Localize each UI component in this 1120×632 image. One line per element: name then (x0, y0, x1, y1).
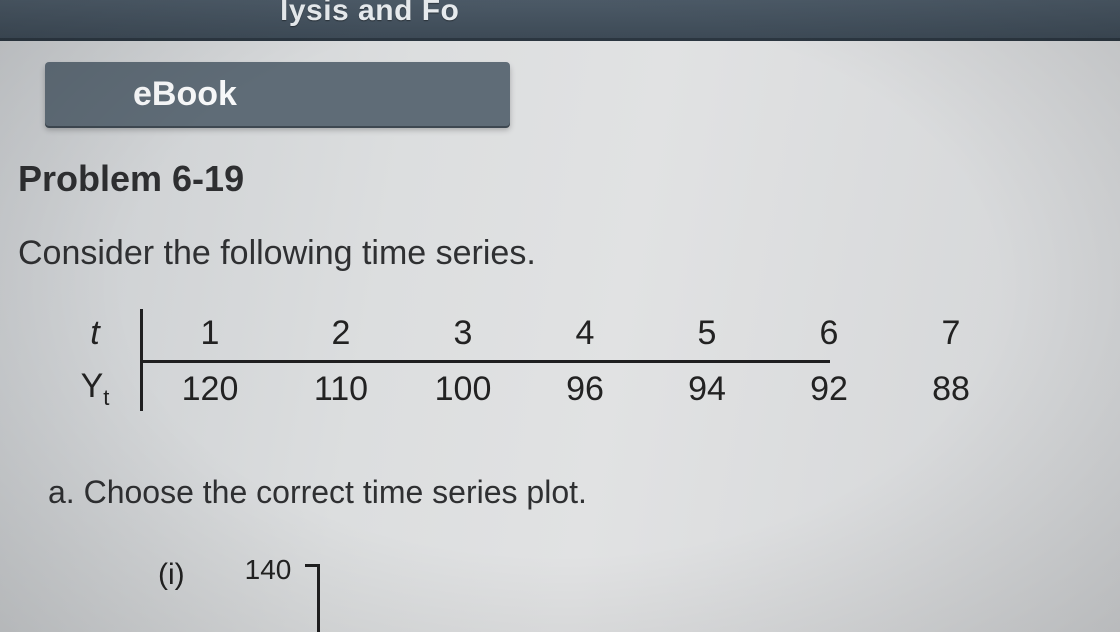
problem-heading: Problem 6-19 (18, 158, 244, 200)
header-cell: 7 (890, 314, 1012, 353)
header-cell: 2 (280, 314, 402, 353)
time-series-table: t 1 2 3 4 5 6 7 Yt 120 110 100 96 94 92 … (50, 305, 1012, 417)
data-cell: 92 (768, 370, 890, 409)
data-cell: 120 (140, 370, 280, 409)
table-header-row: t 1 2 3 4 5 6 7 (50, 305, 1012, 361)
table-data-row: Yt 120 110 100 96 94 92 88 (50, 361, 1012, 417)
instruction-text: Consider the following time series. (18, 234, 536, 273)
data-cell: 100 (402, 370, 524, 409)
plot-option[interactable]: (i) 140 (158, 558, 365, 628)
top-strip: lysis and Fo (0, 0, 1120, 41)
y-tick-label: 140 (245, 554, 292, 586)
question-a: a. Choose the correct time series plot. (48, 474, 587, 511)
ebook-button-label: eBook (45, 75, 237, 114)
data-cell: 96 (524, 370, 646, 409)
top-strip-title: lysis and Fo (280, 0, 459, 28)
header-cell: 1 (140, 314, 280, 353)
header-cell: 5 (646, 314, 768, 353)
y-tick-mark (305, 564, 317, 567)
row-label-y: Yt (50, 367, 140, 411)
data-cell: 110 (280, 370, 402, 409)
header-cell: 3 (402, 314, 524, 353)
header-cell: 6 (768, 314, 890, 353)
row-label-t: t (50, 314, 140, 353)
plot-option-label: (i) (158, 558, 185, 592)
ebook-button[interactable]: eBook (45, 62, 510, 126)
y-axis-line (317, 564, 320, 632)
data-cell: 94 (646, 370, 768, 409)
data-cell: 88 (890, 370, 1012, 409)
header-cell: 4 (524, 314, 646, 353)
plot-axis-fragment: 140 (245, 558, 365, 628)
page: lysis and Fo eBook Problem 6-19 Consider… (0, 0, 1120, 632)
